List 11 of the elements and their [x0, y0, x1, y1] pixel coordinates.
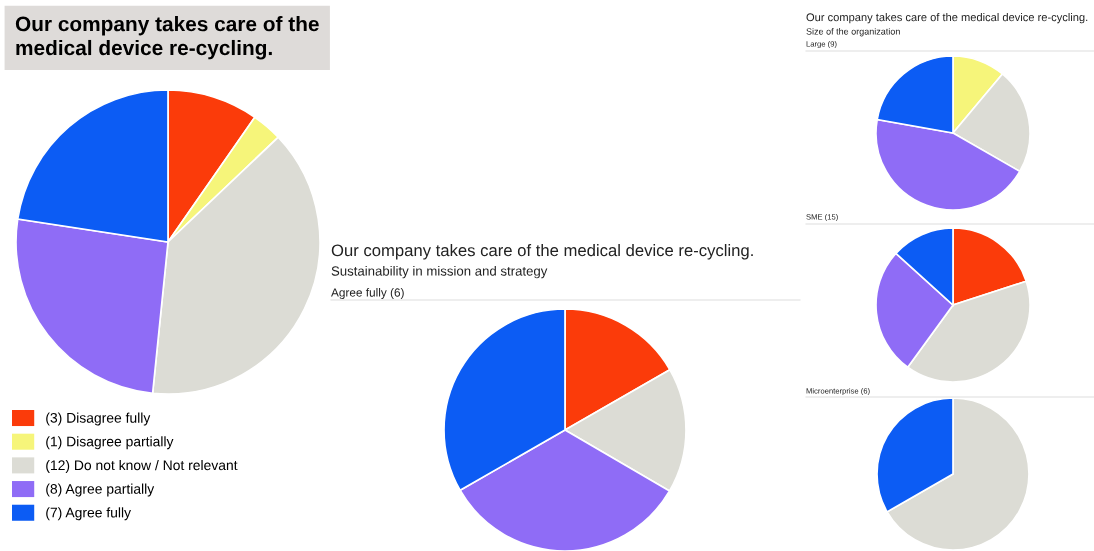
chart-title: Our company takes care of the medical device re-cycling. [331, 244, 753, 260]
chart-title: Our company takes care of the medical device re-cycling. [806, 13, 1088, 24]
chart-title: Our company takes care of the medical device re-cycling. [15, 16, 319, 60]
text: Agree fully (6) [331, 288, 404, 299]
chart-subtitle: Sustainability in mission and strategy [331, 266, 548, 279]
legend-label: (3) Disagree fully [46, 412, 151, 426]
legend-label: (1) Disagree partially [46, 436, 174, 450]
legend-label: (7) Agree fully [46, 507, 131, 521]
legend-label: (12) Do not know / Not relevant [46, 459, 238, 473]
legend-label: (8) Agree partially [46, 483, 155, 497]
chart-subtitle: Size of the organization [806, 28, 900, 37]
